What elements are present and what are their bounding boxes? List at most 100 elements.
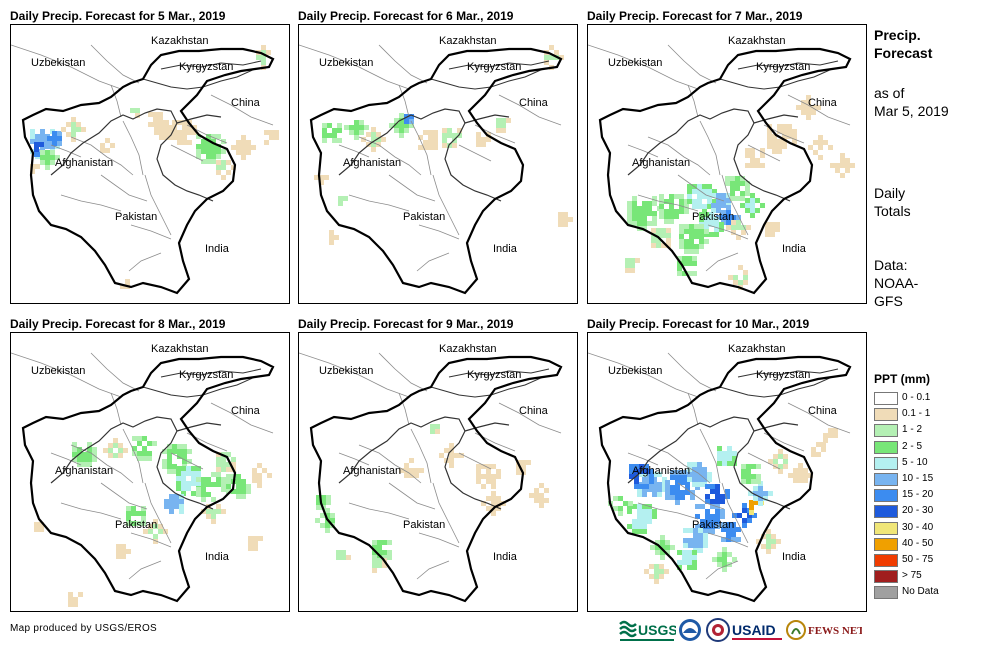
admin-boundary-line: [647, 136, 711, 176]
sidebar-asof-line1: as of: [874, 85, 905, 101]
country-label-pakistan: Pakistan: [403, 519, 446, 531]
admin-boundary-line: [498, 94, 562, 126]
sidebar-title: Precip. Forecast: [874, 26, 932, 62]
country-border-line: [160, 368, 262, 378]
legend-swatch: [874, 489, 898, 503]
admin-boundary-line: [677, 482, 725, 510]
country-label-pakistan: Pakistan: [692, 519, 735, 531]
admin-boundary-line: [677, 174, 725, 202]
admin-boundary-line: [299, 44, 410, 90]
country-border-line: [50, 416, 222, 510]
noaa-logo: [678, 616, 702, 646]
svg-text:USGS: USGS: [638, 622, 676, 638]
admin-boundary-line: [122, 120, 144, 176]
precip-field: [608, 428, 838, 584]
legend-label: 30 - 40: [902, 521, 934, 533]
country-label-kyrgyzstan: Kyrgyzstan: [179, 369, 234, 381]
admin-boundary-line: [210, 94, 274, 126]
panel-title-2: Daily Precip. Forecast for 6 Mar., 2019: [298, 9, 514, 23]
admin-boundary-line: [60, 194, 122, 212]
legend-label: 50 - 75: [902, 554, 934, 565]
forecast-map-mar-7: Kazakhstan Uzbekistan Kyrgyzstan China Afgha…: [587, 24, 867, 304]
admin-boundary-line: [100, 482, 148, 510]
admin-boundary-line: [747, 452, 781, 470]
sidebar-data-line3: GFS: [874, 293, 903, 309]
forecast-map-mar-9: Kazakhstan Uzbekistan Kyrgyzstan China Afgha…: [298, 332, 578, 612]
country-label-uzbekistan: Uzbekistan: [319, 57, 374, 69]
country-border-line: [627, 416, 799, 510]
country-border-line: [737, 60, 839, 70]
admin-boundary-line: [130, 224, 172, 240]
sidebar-title-line2: Forecast: [874, 45, 933, 61]
country-label-china: China: [808, 405, 837, 417]
legend-swatch: [874, 392, 898, 405]
admin-boundary-line: [627, 144, 659, 158]
admin-boundary-line: [11, 352, 122, 398]
admin-boundary-line: [687, 84, 699, 118]
admin-boundary-line: [707, 532, 749, 548]
legend-swatch: [874, 473, 898, 486]
country-label-kazakhstan: Kazakhstan: [151, 343, 209, 355]
forecast-map-mar-6: Kazakhstan Uzbekistan Kyrgyzstan China Afgha…: [298, 24, 578, 304]
country-label-india: India: [205, 243, 229, 255]
admin-boundary-line: [588, 352, 699, 398]
admin-boundary-line: [144, 482, 172, 544]
admin-boundary-line: [388, 482, 436, 510]
admin-boundary-line: [458, 144, 492, 162]
country-border-line: [50, 108, 222, 202]
legend-swatch: [874, 586, 898, 600]
forecast-map-mar-10: Kazakhstan Uzbekistan Kyrgyzstan China Afgha…: [587, 332, 867, 612]
country-label-afghanistan: Afghanistan: [55, 157, 114, 169]
country-border-line: [737, 368, 839, 378]
panel-title-4: Daily Precip. Forecast for 8 Mar., 2019: [10, 317, 226, 331]
legend-label: 20 - 30: [902, 505, 934, 517]
country-border-line: [338, 416, 510, 510]
admin-boundary-line: [378, 44, 428, 84]
admin-boundary-line: [705, 560, 739, 580]
admin-boundary-line: [687, 392, 699, 426]
country-border-line: [430, 376, 544, 398]
country-label-china: China: [231, 97, 260, 109]
country-label-china: China: [231, 405, 260, 417]
admin-boundary-line: [50, 144, 82, 158]
admin-boundary-line: [130, 532, 172, 548]
country-border-line: [448, 368, 550, 378]
admin-boundary-line: [416, 252, 450, 272]
admin-boundary-line: [100, 174, 148, 202]
legend-label: 5 - 10: [902, 456, 928, 468]
admin-boundary-line: [637, 194, 699, 212]
admin-boundary-line: [128, 252, 162, 272]
admin-boundary-line: [432, 174, 460, 236]
country-label-uzbekistan: Uzbekistan: [608, 57, 663, 69]
usgs-logo: USGS: [618, 616, 678, 646]
admin-boundary-line: [637, 502, 699, 520]
fews-net-logo: FEWS NET: [786, 616, 865, 646]
country-label-uzbekistan: Uzbekistan: [608, 365, 663, 377]
country-label-kazakhstan: Kazakhstan: [151, 35, 209, 47]
legend-label: 0 - 0.1: [902, 392, 931, 403]
sidebar-title-line1: Precip.: [874, 27, 921, 43]
country-border-line: [142, 376, 256, 398]
admin-boundary-line: [348, 502, 410, 520]
legend-swatch: [874, 424, 898, 438]
svg-text:USAID: USAID: [732, 622, 776, 638]
panel-title-5: Daily Precip. Forecast for 9 Mar., 2019: [298, 317, 514, 331]
country-label-uzbekistan: Uzbekistan: [31, 57, 86, 69]
admin-boundary-line: [110, 392, 122, 426]
country-border-line: [160, 60, 262, 70]
admin-boundary-line: [128, 560, 162, 580]
region-outline: [598, 47, 852, 295]
country-border-line: [448, 60, 550, 70]
country-border-line: [719, 376, 833, 398]
admin-boundary-line: [747, 144, 781, 162]
panel-title-6: Daily Precip. Forecast for 10 Mar., 2019: [587, 317, 810, 331]
country-label-kazakhstan: Kazakhstan: [439, 343, 497, 355]
admin-boundary-line: [410, 120, 432, 176]
region-outline: [309, 47, 563, 295]
admin-boundary-line: [11, 44, 122, 90]
admin-boundary-line: [210, 402, 274, 434]
legend-swatch: [874, 456, 898, 470]
sidebar-as-of: as of Mar 5, 2019: [874, 84, 949, 120]
forecast-map-mar-8: Kazakhstan Uzbekistan Kyrgyzstan China Afgha…: [10, 332, 290, 612]
admin-boundary-line: [170, 144, 204, 162]
